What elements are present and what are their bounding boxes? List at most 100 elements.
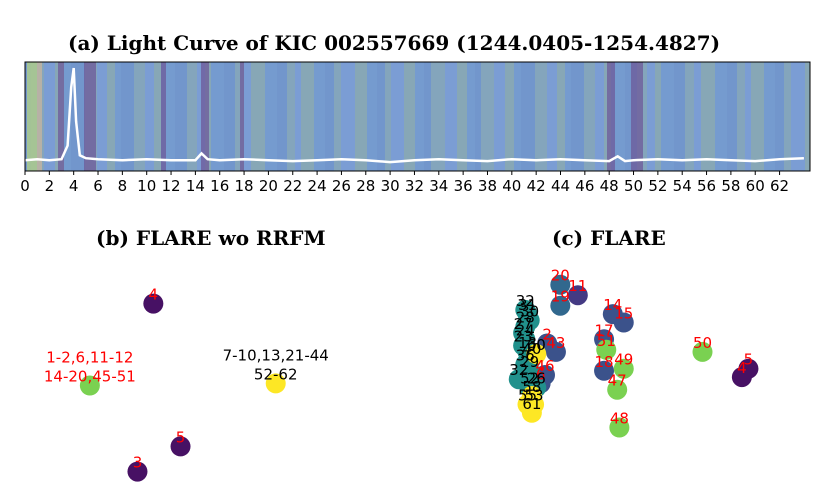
highlight-band <box>161 62 166 171</box>
point-label: 31 <box>518 296 537 314</box>
highlight-band <box>27 62 37 171</box>
background-stripe <box>97 62 107 171</box>
background-stripe <box>325 62 334 171</box>
scatter-point <box>567 285 588 306</box>
scatter-point <box>607 379 628 400</box>
point-label: 26 <box>527 370 546 388</box>
background-stripe <box>751 62 764 171</box>
point-label: 29 <box>520 353 539 371</box>
background-stripe <box>595 62 604 171</box>
x-tick-label: 36 <box>454 177 473 195</box>
x-tick-label: 30 <box>381 177 400 195</box>
point-label: 61 <box>522 395 541 413</box>
point-label: 53 <box>525 386 544 404</box>
point-label: 14 <box>603 296 622 314</box>
x-tick-label: 24 <box>308 177 327 195</box>
point-label: 36 <box>516 347 535 365</box>
background-stripe <box>547 62 557 171</box>
point-label: 32 <box>509 361 528 379</box>
background-stripe <box>295 62 301 171</box>
x-tick-label: 2 <box>45 177 55 195</box>
highlight-band <box>631 62 643 171</box>
background-stripe <box>475 62 481 171</box>
chart-b-title: (b) FLARE wo RRFM <box>96 226 326 250</box>
background-stripe <box>107 62 115 171</box>
background-stripe <box>457 62 467 171</box>
point-label: 4 <box>149 286 159 304</box>
point-label: 51 <box>597 332 616 350</box>
plot-frame <box>24 61 811 172</box>
background-stripe <box>467 62 475 171</box>
background-stripe <box>565 62 571 171</box>
scatter-point <box>613 312 634 333</box>
scatter-point <box>692 341 713 362</box>
point-label: 58 <box>522 378 541 396</box>
background-stripe <box>277 62 287 171</box>
background-stripe <box>251 62 265 171</box>
background-stripe <box>701 62 715 171</box>
x-tick-label: 60 <box>746 177 765 195</box>
highlight-band <box>84 62 96 171</box>
point-label: 7-10,13,21-44 <box>223 346 329 364</box>
point-label: 50 <box>693 334 712 352</box>
x-tick-label: 26 <box>332 177 351 195</box>
scatter-point <box>521 402 542 423</box>
point-label: 6 <box>536 365 546 383</box>
scatter-point <box>613 358 634 379</box>
scatter-point <box>596 339 617 360</box>
background-stripe <box>211 62 224 171</box>
background-stripe <box>737 62 745 171</box>
scatter-point <box>143 293 164 314</box>
x-tick-label: 32 <box>405 177 424 195</box>
point-label: 52 <box>520 370 539 388</box>
x-tick-label: 4 <box>69 177 79 195</box>
background-stripe <box>367 62 377 171</box>
point-label: 15 <box>614 305 633 323</box>
x-tick-label: 22 <box>283 177 302 195</box>
scatter-point <box>550 274 571 295</box>
background-stripe <box>764 62 775 171</box>
x-tick-label: 62 <box>770 177 789 195</box>
x-tick-label: 38 <box>478 177 497 195</box>
point-label: 5 <box>176 428 186 446</box>
background-stripe <box>341 62 355 171</box>
point-label: 60 <box>527 336 546 354</box>
background-stripe <box>431 62 445 171</box>
background-stripe <box>514 62 521 171</box>
x-tick-label: 56 <box>697 177 716 195</box>
point-label: 46 <box>535 357 554 375</box>
background-stripe <box>715 62 727 171</box>
background-stripe <box>44 62 55 171</box>
background-stripe <box>791 62 805 171</box>
background-stripe <box>115 62 121 171</box>
background-stripe <box>805 62 810 171</box>
background-stripe <box>134 62 145 171</box>
point-label: 11 <box>568 277 587 295</box>
background-stripe <box>647 62 655 171</box>
x-tick-label: 52 <box>648 177 667 195</box>
point-label: 4 <box>737 359 747 377</box>
point-label: 40 <box>522 340 541 358</box>
x-tick-label: 58 <box>721 177 740 195</box>
x-tick-label: 8 <box>118 177 128 195</box>
point-label: 43 <box>546 334 565 352</box>
point-label: 23 <box>514 328 533 346</box>
background-stripe <box>685 62 694 171</box>
point-label: 48 <box>610 410 629 428</box>
background-stripe <box>224 62 235 171</box>
x-tick-label: 12 <box>161 177 180 195</box>
x-tick-label: 46 <box>575 177 594 195</box>
chart-a-title: (a) Light Curve of KIC 002557669 (1244.0… <box>68 31 721 55</box>
scatter-point <box>731 367 752 388</box>
point-label: 20 <box>551 267 570 285</box>
point-label: 17 <box>595 321 614 339</box>
x-tick-label: 28 <box>356 177 375 195</box>
background-stripe <box>391 62 404 171</box>
background-stripe <box>727 62 737 171</box>
point-label: 19 <box>551 288 570 306</box>
background-stripe <box>265 62 277 171</box>
background-stripe <box>187 62 197 171</box>
background-stripe <box>314 62 325 171</box>
